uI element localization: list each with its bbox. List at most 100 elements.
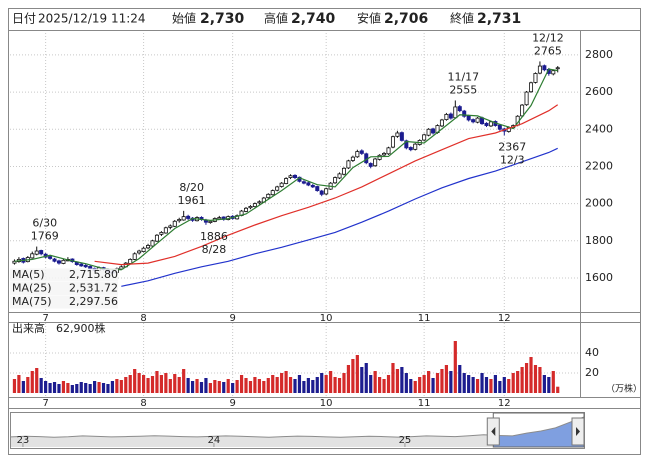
x-tick-label: 12 [498, 398, 511, 409]
volume-bar [556, 386, 560, 393]
volume-bar [182, 369, 186, 393]
x-tick-label: 10 [320, 398, 333, 409]
candle-body [475, 117, 480, 123]
high-label: 高値 [264, 11, 288, 26]
y-tick-label: 1600 [585, 271, 613, 284]
volume-bar [159, 375, 164, 393]
ma-line [94, 104, 559, 266]
candle-body [537, 65, 542, 74]
candle-body [555, 67, 560, 70]
candle-body [310, 185, 315, 188]
candle-body [377, 154, 382, 160]
y-tick-label: 2400 [585, 122, 613, 135]
volume-bar [386, 375, 391, 393]
candle-body [137, 250, 142, 254]
volume-bar [271, 375, 275, 393]
x-tick-label: 9 [229, 313, 235, 324]
legend-name: MA(5) [12, 268, 45, 281]
volume-bar [17, 375, 21, 393]
volume-unit: （万株） [606, 383, 642, 395]
volume-bar [449, 371, 453, 393]
overlay-layer: 1600 1800 2000 2200 2400 2600 2800 7 8 9 10 11 12 MA(… [10, 31, 613, 448]
volume-bar [369, 375, 373, 393]
open-value: 2,730 [200, 11, 245, 27]
volume-bar [444, 365, 449, 393]
volume-bar [244, 378, 248, 393]
volume-bar [337, 378, 342, 393]
annotation-date: 6/30 [32, 217, 57, 230]
candle-body [177, 219, 182, 222]
candle-body [132, 253, 137, 260]
volume-bar [137, 373, 141, 393]
candle-body [270, 190, 275, 196]
x-tick-label: 8 [140, 313, 146, 324]
volume-bar [378, 377, 382, 393]
candle-body [488, 121, 493, 127]
volume-bar [204, 378, 208, 393]
candle-body [457, 106, 462, 112]
volume-bar [48, 383, 52, 393]
legend-bg [10, 268, 118, 282]
candle-body [275, 186, 280, 191]
volume-bar [177, 377, 181, 393]
annotation-date: 8/28 [202, 243, 227, 256]
candle-body [48, 256, 53, 259]
candle-body [520, 104, 525, 117]
volume-bar [119, 380, 123, 393]
x-tick-label: 8 [140, 398, 146, 409]
volume-bar [320, 373, 324, 393]
volume-bar [418, 377, 422, 393]
volume-bar [435, 373, 440, 393]
volume-bar [538, 367, 542, 393]
x-tick-label: 10 [320, 313, 333, 324]
volume-bar [253, 377, 257, 393]
low-value: 2,706 [384, 11, 428, 27]
candle-body [324, 188, 329, 195]
y-tick-label: 20 [585, 366, 599, 379]
candle-body [248, 206, 253, 209]
candle-body [359, 150, 364, 154]
volume-bar [124, 377, 128, 393]
y-tick-label: 40 [585, 346, 599, 359]
volume-bar [467, 375, 471, 393]
volume-bar [471, 377, 475, 393]
x-tick-label: 9 [229, 398, 235, 409]
candle-body [30, 253, 35, 259]
candle-body [208, 220, 213, 223]
volume-bar [351, 359, 355, 393]
candle-body [431, 128, 436, 134]
volume-bar [30, 371, 34, 393]
navigator-selection-area [493, 417, 584, 447]
candle-body [52, 258, 57, 262]
volume-bar [288, 377, 293, 393]
marks-layer [10, 61, 585, 447]
candle-body [471, 119, 476, 123]
candle-body [284, 178, 289, 184]
volume-bar [520, 367, 524, 393]
candle-body [119, 266, 124, 270]
volume-bar [440, 369, 444, 393]
volume-bar [507, 379, 511, 393]
volume-bar [195, 379, 199, 393]
candle-body [422, 134, 427, 141]
volume-bar [235, 380, 239, 393]
volume-bar [293, 379, 297, 393]
candle-body [386, 147, 391, 155]
open-label: 始値 [172, 11, 196, 26]
volume-bar [21, 381, 25, 393]
volume-bar [333, 377, 337, 393]
volume-bar [173, 374, 177, 393]
candle-body [399, 132, 404, 141]
volume-bar [101, 383, 106, 393]
candle-body [346, 160, 351, 169]
volume-bar [84, 383, 88, 393]
volume-bar [115, 379, 119, 393]
volume-bar [324, 375, 328, 393]
volume-bar [302, 381, 306, 393]
candle-body [292, 174, 297, 178]
x-tick-label: 11 [418, 398, 431, 409]
volume-bar [395, 369, 400, 393]
candle-body [172, 220, 177, 227]
volume-bar [266, 378, 270, 393]
volume-bar [226, 379, 230, 393]
